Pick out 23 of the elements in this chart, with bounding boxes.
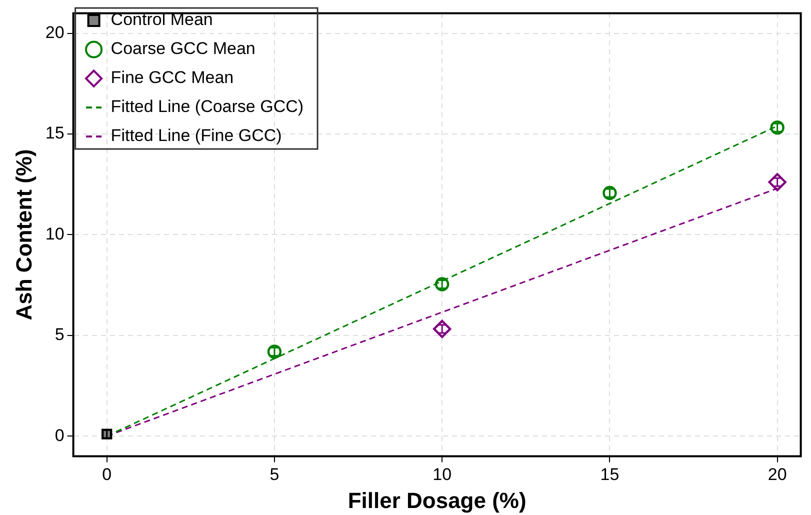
y-tick-label: 10	[45, 224, 64, 244]
x-tick-label: 15	[600, 465, 620, 484]
y-tick-label: 20	[45, 23, 64, 42]
legend-label: Fine GCC Mean	[110, 68, 234, 88]
x-tick-label: 10	[432, 465, 452, 484]
legend-label: Fitted Line (Fine GCC)	[110, 126, 282, 146]
x-tick-label: 5	[270, 465, 280, 484]
legend-label: Fitted Line (Coarse GCC)	[110, 97, 304, 116]
x-tick-label: 0	[102, 465, 112, 484]
point	[432, 320, 452, 338]
point	[602, 186, 617, 200]
y-tick-label: 5	[54, 325, 64, 344]
y-tick-label: 15	[45, 124, 64, 143]
legend-label: Coarse GCC Mean	[110, 39, 256, 58]
point	[768, 173, 786, 192]
y-tick-label: 0	[54, 426, 64, 445]
point	[770, 120, 784, 135]
point	[434, 277, 450, 292]
x-axis-title: Filler Dosage (%)	[348, 488, 526, 513]
point	[267, 344, 282, 359]
y-axis-title: Ash Content (%)	[11, 149, 36, 320]
legend-label: Control Mean	[110, 10, 213, 30]
x-tick-label: 20	[768, 465, 787, 484]
